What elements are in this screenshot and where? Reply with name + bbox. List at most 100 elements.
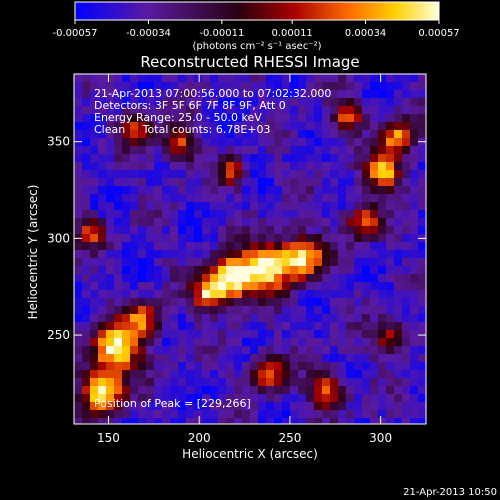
heatmap-cell [162,178,171,187]
heatmap-cell [130,306,139,315]
heatmap-cell [386,338,395,347]
heatmap-cell [162,98,171,107]
heatmap-cell [322,418,331,424]
heatmap-cell [98,370,107,379]
heatmap-cell [242,202,251,211]
heatmap-cell [226,202,235,211]
heatmap-cell [330,114,339,123]
heatmap-cell [170,122,179,131]
heatmap-cell [234,274,243,283]
heatmap-cell [386,274,395,283]
heatmap-cell [90,122,99,131]
heatmap-cell [274,106,283,115]
heatmap-cell [298,146,307,155]
heatmap-cell [106,282,115,291]
heatmap-cell [122,114,131,123]
heatmap-cell [314,386,323,395]
heatmap-cell [322,210,331,219]
heatmap-cell [74,122,83,131]
heatmap-cell [130,178,139,187]
heatmap-cell [226,138,235,147]
heatmap-cell [98,418,107,424]
heatmap-cell [410,210,419,219]
heatmap-cell [82,290,91,299]
heatmap-cell [402,82,411,91]
heatmap-cell [258,226,267,235]
heatmap-cell [378,306,387,315]
heatmap-cell [114,394,123,403]
heatmap-cell [146,322,155,331]
heatmap-cell [130,98,139,107]
heatmap-cell [146,234,155,243]
heatmap-cell [314,234,323,243]
heatmap-cell [218,98,227,107]
heatmap-cell [322,346,331,355]
heatmap-cell [250,130,259,139]
heatmap-cell [394,154,403,163]
heatmap-cell [258,378,267,387]
heatmap-cell [330,298,339,307]
heatmap-cell [386,98,395,107]
heatmap-cell [338,418,347,424]
heatmap-cell [418,394,426,403]
heatmap-cell [362,418,371,424]
heatmap-cell [106,410,115,419]
heatmap-cell [122,306,131,315]
heatmap-cell [146,362,155,371]
heatmap-cell [306,322,315,331]
heatmap-cell [282,362,291,371]
heatmap-cell [202,154,211,163]
heatmap-cell [362,290,371,299]
heatmap-cell [314,370,323,379]
heatmap-cell [74,162,83,171]
heatmap-cell [306,298,315,307]
heatmap-cell [370,250,379,259]
heatmap-cell [82,90,91,99]
heatmap-cell [194,90,203,99]
heatmap-cell [290,186,299,195]
heatmap-cell [346,290,355,299]
heatmap-cell [402,162,411,171]
heatmap-cell [114,266,123,275]
heatmap-cell [250,394,259,403]
heatmap-cell [226,394,235,403]
heatmap-cell [138,410,147,419]
heatmap-cell [74,258,83,267]
heatmap-cell [114,410,123,419]
x-axis-label: Heliocentric X (arcsec) [182,447,318,461]
heatmap-cell [90,82,99,91]
heatmap-cell [338,106,347,115]
heatmap-cell [394,298,403,307]
heatmap-cell [210,378,219,387]
heatmap-cell [378,402,387,411]
heatmap-cell [314,122,323,131]
heatmap-cell [386,82,395,91]
heatmap-cell [106,258,115,267]
heatmap-cell [362,218,371,227]
heatmap-cell [378,178,387,187]
heatmap-cell [186,314,195,323]
heatmap-cell [378,234,387,243]
heatmap-cell [98,338,107,347]
heatmap-cell [410,74,419,83]
heatmap-cell [274,410,283,419]
heatmap-cell [74,394,83,403]
heatmap-cell [306,82,315,91]
heatmap-cell [130,402,139,411]
heatmap-cell [386,106,395,115]
heatmap-cell [106,82,115,91]
heatmap-cell [418,386,426,395]
heatmap-cell [194,98,203,107]
heatmap-cell [378,258,387,267]
heatmap-cell [250,258,259,267]
heatmap-cell [218,418,227,424]
heatmap-cell [370,218,379,227]
heatmap-cell [338,274,347,283]
heatmap-cell [130,74,139,83]
heatmap-cell [338,402,347,411]
heatmap-cell [418,314,426,323]
heatmap-cell [138,306,147,315]
heatmap-cell [394,306,403,315]
heatmap-cell [370,306,379,315]
heatmap-cell [250,90,259,99]
